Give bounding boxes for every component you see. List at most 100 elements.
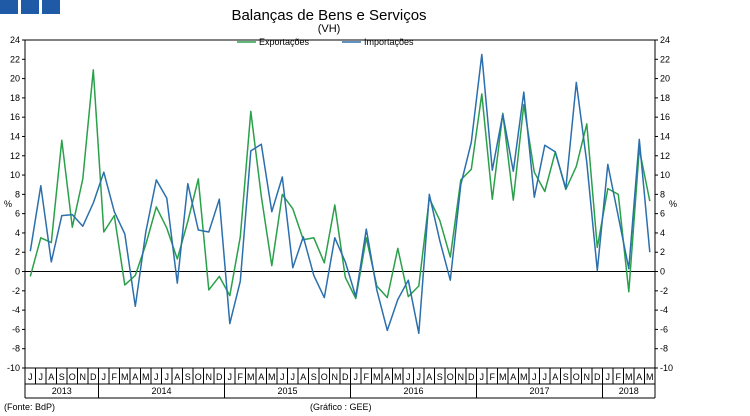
year-label: 2013 [52, 386, 72, 396]
month-label: J [280, 372, 285, 382]
month-label: M [247, 372, 255, 382]
series-line-exports [29, 69, 651, 300]
month-label: S [311, 372, 317, 382]
month-label: F [364, 372, 370, 382]
month-label: A [552, 372, 558, 382]
month-label: N [80, 372, 87, 382]
y-tick-label-right: 2 [660, 247, 665, 257]
month-label: D [90, 372, 97, 382]
y-tick-label-left: -6 [12, 324, 20, 334]
y-tick-label-right: -2 [660, 286, 668, 296]
y-tick-label-left: 12 [10, 151, 20, 161]
y-tick-label-left: -4 [12, 305, 20, 315]
month-label: A [48, 372, 54, 382]
month-label: A [132, 372, 138, 382]
y-tick-label-left: 14 [10, 131, 20, 141]
y-tick-label-left: 16 [10, 112, 20, 122]
plot-frame [24, 39, 656, 369]
y-tick-label-left: 10 [10, 170, 20, 180]
y-tick-label-right: 14 [660, 131, 670, 141]
month-label: F [490, 372, 496, 382]
legend-label-imports: Importações [364, 37, 414, 47]
month-label: A [384, 372, 390, 382]
month-label: A [636, 372, 642, 382]
y-tick-label-right: 4 [660, 228, 665, 238]
y-axis-label-right: % [669, 199, 677, 209]
year-axis: 2013 2014 2015 2016 2017 2018 [24, 384, 656, 398]
month-label: A [300, 372, 306, 382]
month-label: S [437, 372, 443, 382]
y-tick-label-left: 18 [10, 93, 20, 103]
month-label: M [646, 372, 654, 382]
header-block-1 [0, 0, 18, 14]
month-label: D [216, 372, 223, 382]
month-label: J [480, 372, 485, 382]
month-label: D [468, 372, 475, 382]
month-label: J [39, 372, 44, 382]
y-tick-label-right: 22 [660, 54, 670, 64]
month-label: S [59, 372, 65, 382]
month-label: N [584, 372, 591, 382]
y-tick-label-left: 6 [15, 209, 20, 219]
month-label: O [69, 372, 76, 382]
y-tick-label-right: -4 [660, 305, 668, 315]
month-label: S [185, 372, 191, 382]
month-label: M [373, 372, 381, 382]
y-tick-label-left: 2 [15, 247, 20, 257]
month-label: J [417, 372, 422, 382]
y-tick-label-right: -10 [660, 363, 673, 373]
y-tick-label-left: 22 [10, 54, 20, 64]
month-label: J [354, 372, 359, 382]
y-tick-label-left: -2 [12, 286, 20, 296]
month-label: O [321, 372, 328, 382]
month-label: J [406, 372, 411, 382]
month-label: M [142, 372, 150, 382]
month-label: M [520, 372, 528, 382]
month-label: F [238, 372, 244, 382]
legend: Exportações Importações [237, 37, 414, 47]
month-label: M [499, 372, 507, 382]
year-label: 2017 [529, 386, 549, 396]
y-tick-label-right: 8 [660, 189, 665, 199]
month-label: O [195, 372, 202, 382]
header-block-2 [21, 0, 39, 14]
month-label: D [342, 372, 349, 382]
y-tick-label-left: 8 [15, 189, 20, 199]
header-block-3 [42, 0, 60, 14]
chart-title: Balanças de Bens e Serviços [231, 7, 426, 24]
y-tick-label-left: 0 [15, 267, 20, 277]
month-label: J [291, 372, 296, 382]
year-label: 2015 [277, 386, 297, 396]
month-label: O [573, 372, 580, 382]
month-label: F [616, 372, 622, 382]
month-label: J [543, 372, 548, 382]
year-label: 2016 [403, 386, 423, 396]
y-tick-label-right: 12 [660, 151, 670, 161]
y-tick-label-left: -10 [7, 363, 20, 373]
y-tick-label-left: -8 [12, 344, 20, 354]
month-label: O [447, 372, 454, 382]
y-tick-label-left: 4 [15, 228, 20, 238]
month-label: N [332, 372, 339, 382]
y-tick-label-right: -8 [660, 344, 668, 354]
source-note: (Fonte: BdP) [4, 402, 55, 412]
series-lines [29, 53, 651, 335]
month-label: A [426, 372, 432, 382]
month-label: M [625, 372, 633, 382]
y-tick-label-right: 16 [660, 112, 670, 122]
month-label: A [258, 372, 264, 382]
month-label: A [510, 372, 516, 382]
y-tick-label-left: 24 [10, 35, 20, 45]
month-label: J [102, 372, 107, 382]
legend-label-exports: Exportações [259, 37, 310, 47]
month-label: M [394, 372, 402, 382]
y-tick-label-right: 0 [660, 267, 665, 277]
y-tick-label-left: 20 [10, 74, 20, 84]
month-label: N [458, 372, 465, 382]
series-line-imports [29, 53, 651, 335]
year-label: 2014 [151, 386, 171, 396]
month-label: J [532, 372, 537, 382]
